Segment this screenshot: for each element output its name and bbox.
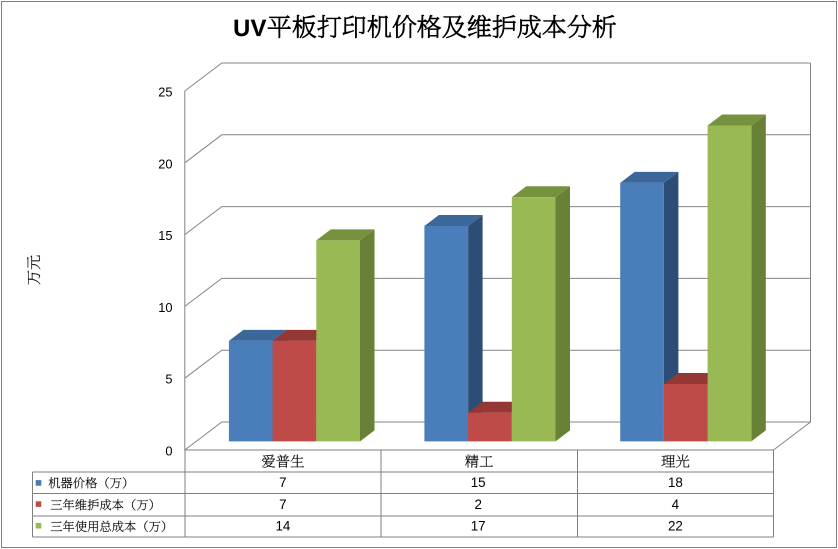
svg-text:22: 22 (668, 519, 683, 534)
svg-text:10: 10 (158, 300, 172, 315)
svg-text:25: 25 (158, 85, 172, 100)
svg-text:15: 15 (471, 475, 486, 490)
svg-text:4: 4 (672, 497, 680, 512)
svg-text:2: 2 (474, 497, 481, 512)
svg-text:18: 18 (668, 475, 683, 490)
svg-text:15: 15 (158, 228, 172, 243)
svg-text:17: 17 (471, 519, 486, 534)
svg-text:7: 7 (279, 497, 286, 512)
svg-text:7: 7 (279, 475, 286, 490)
svg-text:14: 14 (275, 519, 290, 534)
svg-text:0: 0 (165, 444, 172, 459)
svg-text:20: 20 (158, 156, 172, 171)
svg-text:5: 5 (165, 372, 172, 387)
